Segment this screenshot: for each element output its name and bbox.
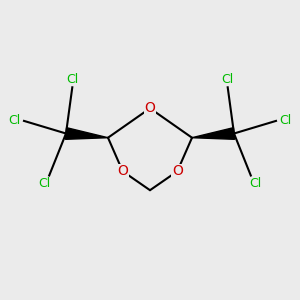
Text: Cl: Cl	[250, 177, 262, 190]
Text: O: O	[117, 164, 128, 178]
Text: Cl: Cl	[66, 73, 78, 86]
Text: O: O	[145, 101, 155, 115]
Polygon shape	[65, 128, 108, 139]
Polygon shape	[192, 128, 235, 139]
Text: O: O	[172, 164, 183, 178]
Text: Cl: Cl	[279, 114, 291, 128]
Text: Cl: Cl	[38, 177, 50, 190]
Text: Cl: Cl	[222, 73, 234, 86]
Text: Cl: Cl	[9, 114, 21, 128]
